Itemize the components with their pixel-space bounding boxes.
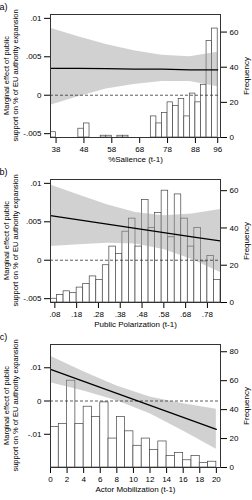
svg-text:0: 0 — [230, 133, 235, 142]
svg-text:60: 60 — [230, 186, 239, 195]
svg-text:Frequency: Frequency — [242, 387, 251, 425]
svg-text:16: 16 — [179, 475, 188, 484]
svg-text:support on % of EU authority e: support on % of EU authority expansion — [11, 174, 20, 306]
svg-text:0: 0 — [37, 397, 42, 406]
svg-text:.18: .18 — [71, 310, 83, 319]
svg-text:.58: .58 — [158, 310, 170, 319]
svg-text:18: 18 — [195, 475, 204, 484]
svg-text:20: 20 — [212, 475, 221, 484]
svg-text:14: 14 — [162, 475, 171, 484]
svg-text:4: 4 — [81, 475, 86, 484]
svg-text:.48: .48 — [136, 310, 148, 319]
svg-text:Marginal effect of public: Marginal effect of public — [2, 201, 11, 280]
svg-text:.01: .01 — [30, 179, 42, 188]
svg-text:Marginal effect of public: Marginal effect of public — [2, 366, 11, 445]
svg-text:60: 60 — [230, 28, 239, 37]
svg-text:40: 40 — [230, 405, 239, 414]
svg-text:48: 48 — [79, 145, 88, 154]
svg-text:%Salience (t-1): %Salience (t-1) — [108, 155, 163, 164]
svg-text:8: 8 — [115, 475, 120, 484]
svg-text:.01: .01 — [30, 14, 42, 23]
svg-text:Marginal effect of public: Marginal effect of public — [2, 36, 11, 115]
svg-text:96: 96 — [213, 145, 222, 154]
svg-text:Public Polarization (t-1): Public Polarization (t-1) — [94, 320, 177, 329]
svg-text:.28: .28 — [93, 310, 105, 319]
svg-text:88: 88 — [191, 145, 200, 154]
svg-text:.38: .38 — [115, 310, 127, 319]
svg-text:20: 20 — [230, 98, 239, 107]
svg-text:support on % of EU authority e: support on % of EU authority expansion — [11, 339, 20, 471]
svg-text:20: 20 — [230, 261, 239, 270]
svg-text:(b): (b) — [0, 167, 8, 177]
svg-text:.005: .005 — [26, 217, 42, 226]
svg-text:38: 38 — [52, 145, 61, 154]
svg-text:60: 60 — [230, 376, 239, 385]
svg-text:(c): (c) — [0, 332, 7, 342]
svg-text:Frequency: Frequency — [242, 222, 251, 260]
svg-text:10: 10 — [129, 475, 138, 484]
svg-text:2: 2 — [65, 475, 70, 484]
svg-text:.68: .68 — [180, 310, 192, 319]
svg-text:80: 80 — [230, 347, 239, 356]
svg-text:support on % of EU authority e: support on % of EU authority expansion — [11, 9, 20, 141]
svg-text:-.01: -.01 — [28, 430, 42, 439]
svg-text:Actor Mobilization (t-1): Actor Mobilization (t-1) — [95, 485, 175, 494]
svg-text:(a): (a) — [0, 2, 8, 12]
svg-text:0: 0 — [37, 256, 42, 265]
svg-text:.08: .08 — [49, 310, 61, 319]
svg-text:58: 58 — [107, 145, 116, 154]
svg-text:68: 68 — [135, 145, 144, 154]
svg-text:-.005: -.005 — [23, 294, 42, 303]
svg-text:20: 20 — [230, 434, 239, 443]
svg-text:.005: .005 — [26, 52, 42, 61]
svg-text:78: 78 — [163, 145, 172, 154]
svg-text:-.005: -.005 — [23, 129, 42, 138]
svg-text:0: 0 — [37, 91, 42, 100]
svg-text:6: 6 — [98, 475, 103, 484]
svg-text:40: 40 — [230, 224, 239, 233]
svg-text:12: 12 — [146, 475, 155, 484]
svg-text:.01: .01 — [30, 363, 42, 372]
svg-text:40: 40 — [230, 63, 239, 72]
svg-text:Frequency: Frequency — [242, 57, 251, 95]
svg-text:0: 0 — [230, 463, 235, 472]
svg-text:0: 0 — [48, 475, 53, 484]
svg-text:0: 0 — [230, 298, 235, 307]
svg-text:.78: .78 — [202, 310, 214, 319]
